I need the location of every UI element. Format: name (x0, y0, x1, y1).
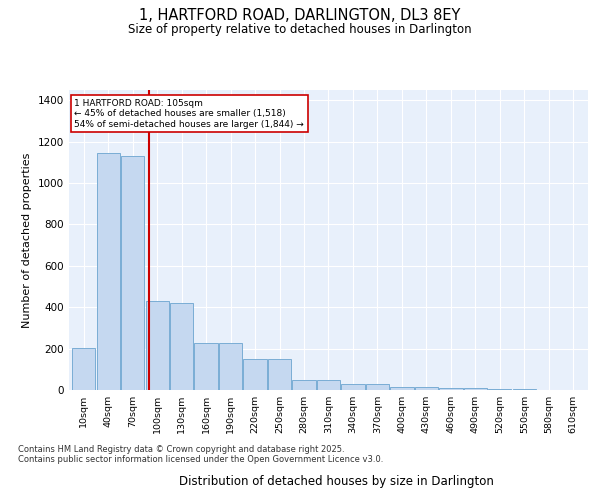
Text: 1, HARTFORD ROAD, DARLINGTON, DL3 8EY: 1, HARTFORD ROAD, DARLINGTON, DL3 8EY (139, 8, 461, 22)
Bar (219, 344, 242, 390)
Bar (121, 156, 144, 390)
Text: Size of property relative to detached houses in Darlington: Size of property relative to detached ho… (128, 22, 472, 36)
Bar (415, 387, 438, 390)
Text: Distribution of detached houses by size in Darlington: Distribution of detached houses by size … (179, 474, 493, 488)
Bar (292, 380, 316, 390)
Bar (170, 303, 193, 390)
Bar (268, 359, 291, 390)
Text: 1 HARTFORD ROAD: 105sqm
← 45% of detached houses are smaller (1,518)
54% of semi: 1 HARTFORD ROAD: 105sqm ← 45% of detache… (74, 99, 304, 129)
Bar (97, 153, 120, 390)
Bar (488, 389, 511, 390)
Text: Contains HM Land Registry data © Crown copyright and database right 2025.
Contai: Contains HM Land Registry data © Crown c… (18, 445, 383, 464)
Bar (513, 389, 536, 390)
Bar (366, 384, 389, 390)
Y-axis label: Number of detached properties: Number of detached properties (22, 152, 32, 328)
Bar (341, 384, 365, 390)
Bar (439, 388, 463, 390)
Bar (194, 344, 218, 390)
Bar (146, 301, 169, 390)
Bar (72, 348, 95, 390)
Bar (391, 387, 413, 390)
Bar (244, 359, 266, 390)
Bar (464, 388, 487, 390)
Bar (317, 380, 340, 390)
